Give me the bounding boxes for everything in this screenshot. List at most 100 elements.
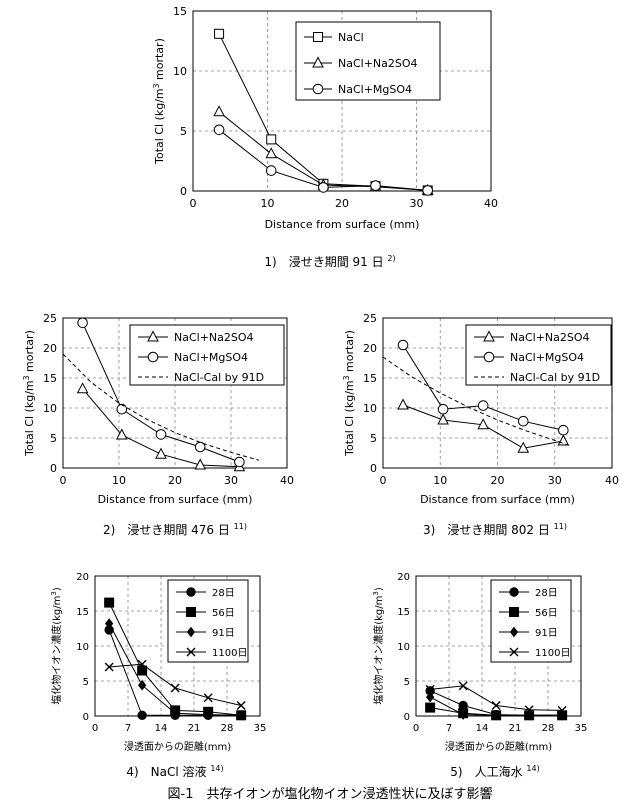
x-tick-label: 30: [410, 197, 424, 210]
y-axis-label: 塩化物イオン濃度(kg/m3): [372, 587, 385, 705]
data-point: [525, 709, 534, 721]
data-point: [426, 691, 435, 703]
data-point: [370, 180, 381, 191]
data-point: [459, 709, 468, 720]
legend-label: 28日: [212, 588, 235, 599]
x-tick-label: 0: [92, 723, 98, 734]
legend-label: NaCl+Na2SO4: [174, 331, 254, 344]
x-tick-label: 35: [254, 723, 267, 734]
data-point: [76, 382, 89, 394]
x-tick-label: 20: [491, 474, 505, 487]
legend-label: 1100日: [535, 648, 570, 659]
legend-label: NaCl-Cal by 91D: [174, 371, 264, 384]
x-axis-label: 浸透面からの距離(mm): [445, 740, 552, 753]
legend-marker: [313, 32, 323, 42]
y-tick-label: 0: [180, 185, 187, 198]
panel-caption: 4) NaCl 溶液 14): [126, 764, 223, 779]
data-point: [422, 185, 433, 196]
data-point: [194, 441, 206, 453]
x-tick-label: 20: [168, 474, 182, 487]
y-tick-label: 20: [397, 572, 410, 583]
data-point: [477, 400, 489, 411]
data-point: [204, 709, 213, 720]
x-tick-label: 0: [190, 197, 197, 210]
data-point: [437, 403, 449, 415]
legend-label: 91日: [535, 628, 558, 639]
x-tick-label: 10: [261, 197, 275, 210]
y-tick-label: 10: [397, 642, 410, 653]
data-point: [155, 429, 167, 440]
x-axis-label: 浸透面からの距離(mm): [124, 740, 231, 753]
data-point: [425, 702, 436, 713]
x-tick-label: 21: [509, 723, 522, 734]
y-tick-label: 15: [173, 5, 187, 18]
data-point: [558, 424, 569, 436]
y-tick-label: 0: [404, 712, 410, 723]
y-tick-label: 10: [43, 402, 57, 415]
legend-label: 28日: [535, 588, 558, 599]
x-tick-label: 7: [446, 723, 452, 734]
legend-marker: [186, 626, 196, 638]
x-tick-label: 0: [60, 474, 67, 487]
x-tick-label: 20: [335, 197, 349, 210]
y-tick-label: 0: [50, 462, 57, 475]
legend-label: NaCl-Cal by 91D: [510, 371, 600, 384]
data-point: [137, 659, 147, 669]
legend-marker: [483, 351, 495, 363]
data-point: [237, 709, 246, 721]
x-tick-label: 10: [433, 474, 447, 487]
y-tick-label: 15: [363, 372, 377, 385]
data-point: [234, 456, 245, 468]
x-tick-label: 21: [188, 723, 201, 734]
x-tick-label: 0: [380, 474, 387, 487]
y-tick-label: 5: [404, 677, 410, 688]
panel-caption: 1) 浸せき期間 91 日 2): [264, 254, 395, 269]
data-point: [265, 147, 278, 159]
data-point: [213, 124, 225, 136]
legend-marker: [509, 587, 519, 597]
y-axis-label: Total Cl (kg/m3 mortar): [22, 330, 36, 457]
y-tick-label: 0: [83, 712, 89, 723]
data-point: [137, 665, 148, 676]
data-point: [104, 597, 115, 608]
data-point: [77, 317, 88, 329]
legend-marker: [186, 587, 196, 597]
series-line-4: [430, 685, 563, 711]
data-point: [524, 705, 534, 715]
data-point: [171, 707, 180, 719]
y-tick-label: 5: [180, 125, 187, 138]
data-point: [236, 701, 246, 710]
legend-marker: [509, 607, 519, 617]
data-point: [266, 134, 277, 145]
data-point: [105, 618, 114, 629]
data-point: [491, 701, 501, 710]
x-axis-label: Distance from surface (mm): [420, 493, 575, 506]
x-tick-label: 40: [605, 474, 619, 487]
data-point: [458, 681, 468, 691]
legend-marker: [483, 330, 495, 342]
panel-caption: 3) 浸せき期間 802 日 11): [423, 522, 567, 537]
data-point: [194, 458, 207, 470]
series-line-4: [109, 663, 242, 706]
x-tick-label: 28: [221, 723, 234, 734]
chart-4: 0 7 14 21 28 35 0 5 10 15 20 浸透面からの距離(mm) 塩化物イオン濃度(k…: [50, 572, 266, 779]
legend-label: NaCl: [338, 31, 364, 44]
legend-label: NaCl+MgSO4: [510, 351, 584, 364]
y-axis-label: Total Cl (kg/m3 mortar): [152, 38, 166, 165]
data-point: [397, 398, 409, 410]
legend-box: [167, 579, 249, 663]
x-tick-label: 14: [155, 723, 168, 734]
data-point: [517, 415, 529, 427]
y-tick-label: 15: [43, 372, 57, 385]
data-point: [155, 447, 167, 459]
y-tick-label: 20: [363, 342, 377, 355]
data-point: [214, 28, 225, 39]
legend-marker: [509, 626, 519, 638]
y-tick-label: 0: [370, 462, 377, 475]
x-tick-label: 30: [548, 474, 562, 487]
data-point: [425, 684, 435, 694]
data-point: [104, 662, 114, 672]
y-tick-label: 5: [50, 432, 57, 445]
y-axis-label: Total Cl (kg/m3 mortar): [342, 330, 356, 457]
